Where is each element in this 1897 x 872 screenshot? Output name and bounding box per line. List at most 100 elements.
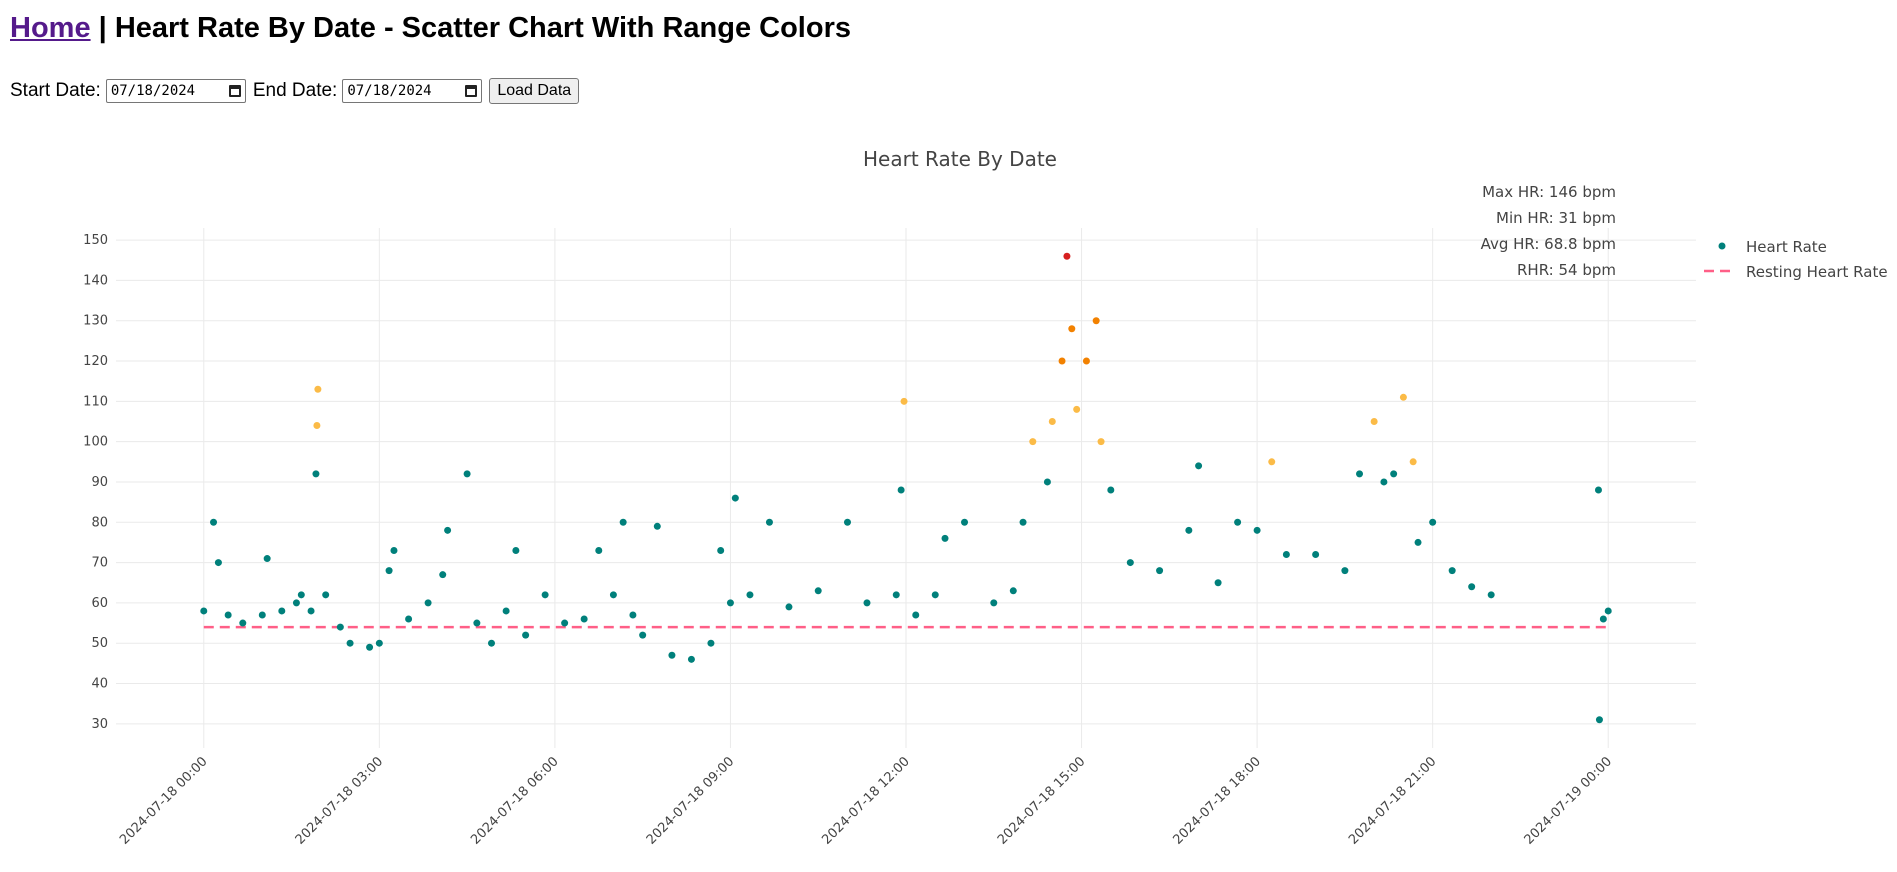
heart-rate-point[interactable] (292, 599, 300, 607)
load-data-button[interactable]: Load Data (489, 78, 580, 104)
heart-rate-point[interactable] (1429, 518, 1437, 526)
heart-rate-point[interactable] (1399, 393, 1407, 401)
heart-rate-point[interactable] (619, 518, 627, 526)
end-date-input[interactable]: 07/18/2024 (342, 79, 483, 103)
heart-rate-point[interactable] (746, 591, 754, 599)
heart-rate-point[interactable] (1073, 405, 1081, 413)
start-date-input[interactable]: 07/18/2024 (105, 79, 246, 103)
home-link[interactable]: Home (10, 12, 91, 44)
heart-rate-point[interactable] (346, 639, 354, 647)
heart-rate-point[interactable] (1048, 417, 1056, 425)
heart-rate-point[interactable] (726, 599, 734, 607)
heart-rate-point[interactable] (322, 591, 330, 599)
heart-rate-point[interactable] (522, 631, 530, 639)
heart-rate-point[interactable] (990, 599, 998, 607)
heart-rate-point[interactable] (941, 534, 949, 542)
heart-rate-point[interactable] (707, 639, 715, 647)
calendar-icon[interactable] (228, 85, 241, 97)
heart-rate-point[interactable] (1097, 438, 1105, 446)
heart-rate-point[interactable] (297, 591, 305, 599)
heart-rate-point[interactable] (239, 619, 247, 627)
heart-rate-point[interactable] (653, 522, 661, 530)
heart-rate-point[interactable] (1594, 486, 1602, 494)
heart-rate-point[interactable] (1341, 567, 1349, 575)
heart-rate-point[interactable] (668, 651, 676, 659)
heart-rate-point[interactable] (263, 555, 271, 563)
heart-rate-point[interactable] (314, 385, 322, 393)
heart-rate-point[interactable] (1156, 567, 1164, 575)
heart-rate-point[interactable] (785, 603, 793, 611)
heart-rate-point[interactable] (961, 518, 969, 526)
heart-rate-point[interactable] (1409, 458, 1417, 466)
heart-rate-point[interactable] (424, 599, 432, 607)
heart-rate-point[interactable] (731, 494, 739, 502)
heart-rate-point[interactable] (1195, 462, 1203, 470)
heart-rate-point[interactable] (912, 611, 920, 619)
heart-rate-point[interactable] (312, 470, 320, 478)
heart-rate-point[interactable] (439, 571, 447, 579)
heart-rate-point[interactable] (1092, 317, 1100, 325)
heart-rate-point[interactable] (931, 591, 939, 599)
heart-rate-point[interactable] (1595, 716, 1603, 724)
heart-rate-point[interactable] (1107, 486, 1115, 494)
heart-rate-point[interactable] (444, 526, 452, 534)
legend-label[interactable]: Resting Heart Rate (1746, 263, 1888, 281)
heart-rate-point[interactable] (639, 631, 647, 639)
heart-rate-point[interactable] (863, 599, 871, 607)
heart-rate-point[interactable] (366, 643, 374, 651)
heart-rate-point[interactable] (1063, 252, 1071, 260)
heart-rate-point[interactable] (1029, 438, 1037, 446)
heart-rate-point[interactable] (463, 470, 471, 478)
heart-rate-point[interactable] (1185, 526, 1193, 534)
heart-rate-point[interactable] (1599, 615, 1607, 623)
heart-rate-point[interactable] (258, 611, 266, 619)
heart-rate-point[interactable] (1009, 587, 1017, 595)
heart-rate-point[interactable] (609, 591, 617, 599)
heart-rate-point[interactable] (1448, 567, 1456, 575)
heart-rate-point[interactable] (1604, 607, 1612, 615)
heart-rate-point[interactable] (1214, 579, 1222, 587)
heart-rate-point[interactable] (814, 587, 822, 595)
heart-rate-point[interactable] (1380, 478, 1388, 486)
heart-rate-point[interactable] (1414, 538, 1422, 546)
heart-rate-point[interactable] (897, 486, 905, 494)
heart-rate-point[interactable] (214, 559, 222, 567)
heart-rate-point[interactable] (1234, 518, 1242, 526)
heart-rate-point[interactable] (473, 619, 481, 627)
heart-rate-point[interactable] (580, 615, 588, 623)
heart-rate-point[interactable] (1126, 559, 1134, 567)
heart-rate-point[interactable] (892, 591, 900, 599)
heart-rate-point[interactable] (1043, 478, 1051, 486)
heart-rate-point[interactable] (1253, 526, 1261, 534)
heart-rate-point[interactable] (843, 518, 851, 526)
heart-rate-point[interactable] (1058, 357, 1066, 365)
heart-rate-point[interactable] (1370, 417, 1378, 425)
heart-rate-point[interactable] (224, 611, 232, 619)
heart-rate-point[interactable] (541, 591, 549, 599)
heart-rate-point[interactable] (717, 546, 725, 554)
heart-rate-point[interactable] (200, 607, 208, 615)
heart-rate-point[interactable] (1468, 583, 1476, 591)
heart-rate-point[interactable] (1356, 470, 1364, 478)
heart-rate-point[interactable] (765, 518, 773, 526)
heart-rate-point[interactable] (595, 546, 603, 554)
chart-legend[interactable]: Heart Rate Resting Heart Rate (1704, 238, 1888, 281)
heart-rate-point[interactable] (1068, 325, 1076, 333)
heart-rate-point[interactable] (561, 619, 569, 627)
calendar-icon[interactable] (465, 85, 478, 97)
heart-rate-point[interactable] (375, 639, 383, 647)
heart-rate-point[interactable] (385, 567, 393, 575)
heart-rate-point[interactable] (1390, 470, 1398, 478)
heart-rate-point[interactable] (405, 615, 413, 623)
heart-rate-point[interactable] (336, 623, 344, 631)
heart-rate-point[interactable] (487, 639, 495, 647)
heart-rate-point[interactable] (210, 518, 218, 526)
heart-rate-point[interactable] (687, 655, 695, 663)
heart-rate-point[interactable] (390, 546, 398, 554)
heart-rate-point[interactable] (1082, 357, 1090, 365)
heart-rate-point[interactable] (629, 611, 637, 619)
heart-rate-point[interactable] (307, 607, 315, 615)
heart-rate-point[interactable] (1268, 458, 1276, 466)
heart-rate-point[interactable] (1312, 551, 1320, 559)
heart-rate-point[interactable] (512, 546, 520, 554)
